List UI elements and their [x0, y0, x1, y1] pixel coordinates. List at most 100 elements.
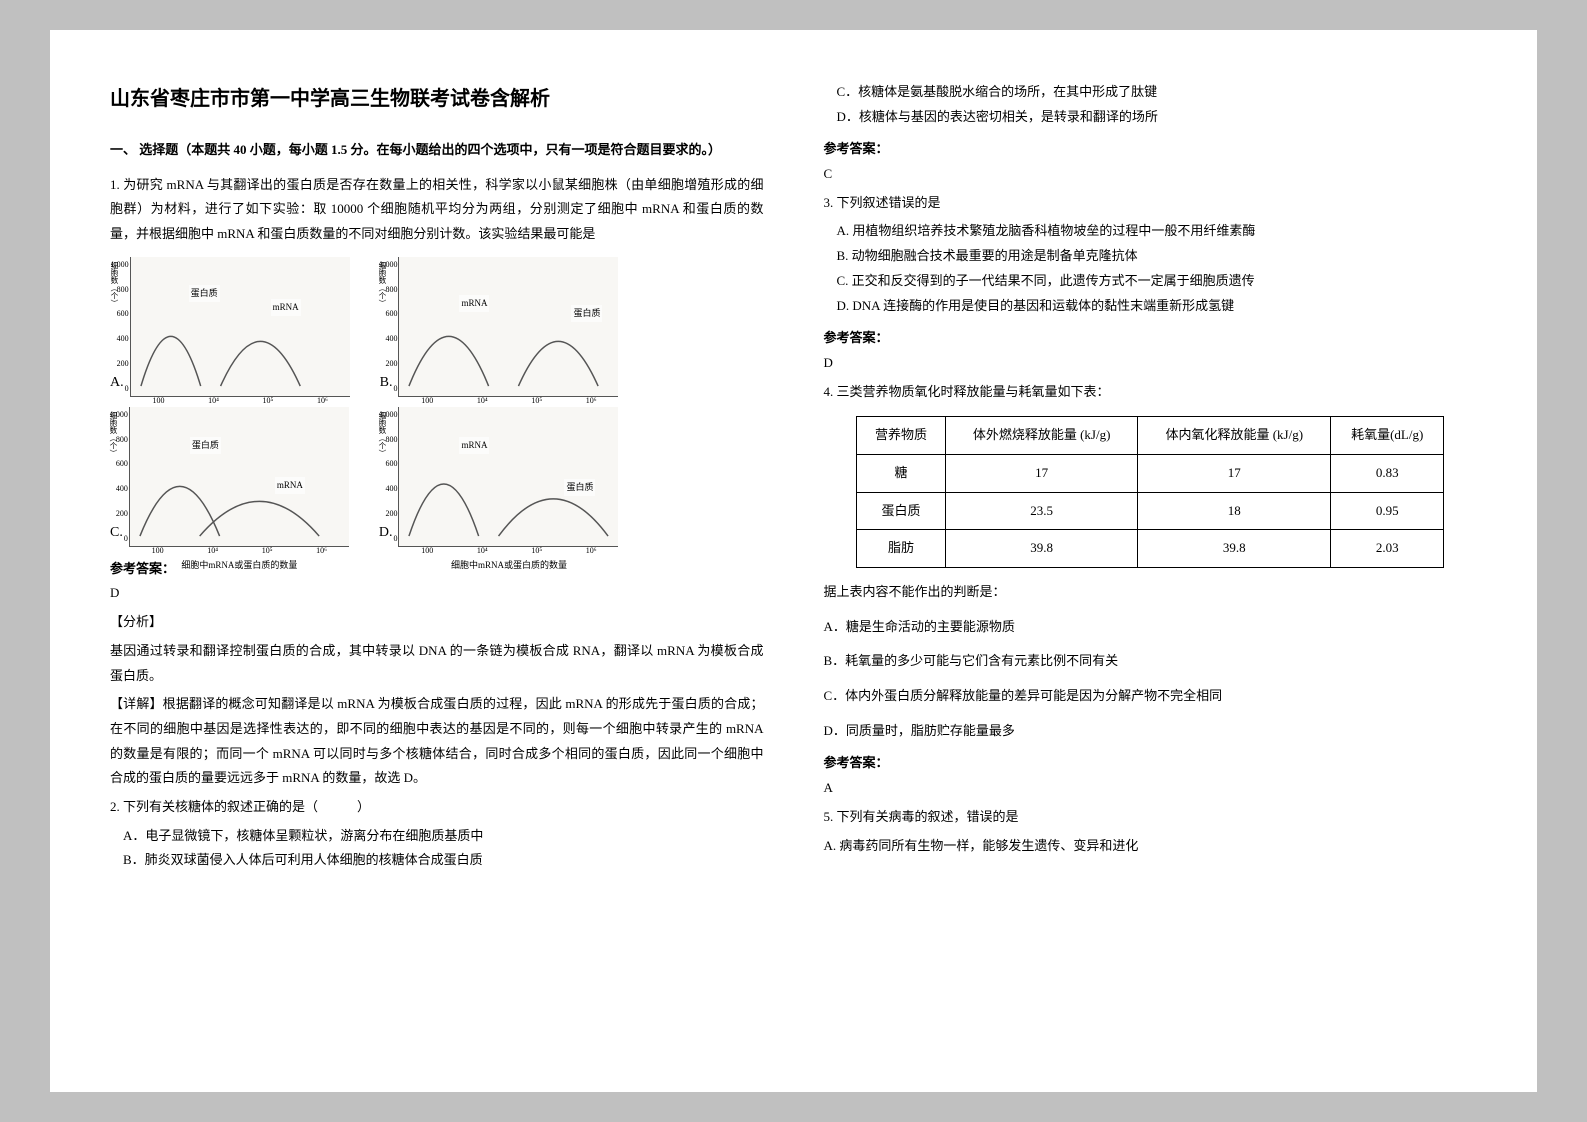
- xtick: 10⁶: [586, 543, 597, 558]
- chart-d-yticks: 1,000 800 600 400 200 0: [377, 407, 397, 546]
- q4-table: 营养物质 体外燃烧释放能量 (kJ/g) 体内氧化释放能量 (kJ/g) 耗氧量…: [856, 416, 1444, 568]
- chart-b-yticks: 1,000 800 600 400 200 0: [377, 257, 397, 396]
- td: 39.8: [1138, 530, 1331, 568]
- q4-stem: 4. 三类营养物质氧化时释放能量与耗氧量如下表：: [824, 380, 1478, 405]
- th: 耗氧量(dL/g): [1331, 417, 1444, 455]
- ytick: 200: [377, 506, 397, 521]
- ytick: 800: [377, 282, 397, 297]
- q4-c: C．体内外蛋白质分解释放能量的差异可能是因为分解产物不完全相同: [824, 684, 1478, 709]
- q4-d: D．同质量时，脂肪贮存能量最多: [824, 719, 1478, 744]
- xtick: 10⁶: [316, 543, 327, 558]
- ytick: 400: [108, 481, 128, 496]
- q5-a: A. 病毒药同所有生物一样，能够发生遗传、变异和进化: [824, 834, 1478, 859]
- xtick: 10⁴: [208, 393, 219, 408]
- ytick: 0: [377, 381, 397, 396]
- chart-b-svg: [399, 257, 618, 396]
- q3-stem: 3. 下列叙述错误的是: [824, 191, 1478, 216]
- chart-d: D. 细胞数（个） 1,000 800 600 400 200 0: [379, 407, 619, 547]
- chart-a-yticks: 1,000 800 600 400 200 0: [109, 257, 129, 396]
- chart-d-svg: [399, 407, 618, 546]
- q3-d: D. DNA 连接酶的作用是使目的基因和运载体的黏性末端重新形成氢键: [837, 294, 1478, 319]
- xtick: 100: [421, 393, 433, 408]
- ytick: 1,000: [109, 257, 129, 272]
- q4-a: A．糖是生命活动的主要能源物质: [824, 615, 1478, 640]
- ytick: 1,000: [377, 407, 397, 422]
- q5-stem: 5. 下列有关病毒的叙述，错误的是: [824, 805, 1478, 830]
- ytick: 600: [377, 306, 397, 321]
- td: 0.95: [1331, 492, 1444, 530]
- legend-mrna: mRNA: [459, 295, 489, 312]
- q1-analysis: 基因通过转录和翻译控制蛋白质的合成，其中转录以 DNA 的一条链为模板合成 RN…: [110, 639, 764, 688]
- ytick: 400: [377, 331, 397, 346]
- ytick: 800: [109, 282, 129, 297]
- td: 17: [945, 454, 1138, 492]
- chart-a-box: 细胞数（个） 1,000 800 600 400 200 0 蛋白质 mRN: [130, 257, 350, 397]
- ytick: 1,000: [108, 407, 128, 422]
- q2-stem: 2. 下列有关核糖体的叙述正确的是（ ）: [110, 795, 764, 820]
- chart-a-svg: [131, 257, 350, 396]
- q2-d: D．核糖体与基因的表达密切相关，是转录和翻译的场所: [837, 105, 1478, 130]
- legend-mrna: mRNA: [459, 437, 489, 454]
- xtick: 100: [152, 543, 164, 558]
- xtick: 10⁵: [263, 393, 274, 408]
- q3-answer: D: [824, 351, 1478, 376]
- left-column: 山东省枣庄市市第一中学高三生物联考试卷含解析 一、 选择题（本题共 40 小题，…: [110, 80, 764, 1042]
- td: 17: [1138, 454, 1331, 492]
- legend-mrna: mRNA: [271, 299, 301, 316]
- exam-page: 山东省枣庄市市第一中学高三生物联考试卷含解析 一、 选择题（本题共 40 小题，…: [50, 30, 1537, 1092]
- q2-answer-label: 参考答案：: [824, 137, 1478, 162]
- q1-answer: D: [110, 581, 764, 606]
- chart-c-xticks: 100 10⁴ 10⁵ 10⁶: [130, 543, 349, 558]
- xtick: 100: [152, 393, 164, 408]
- ytick: 600: [109, 306, 129, 321]
- q1-charts: A. 细胞数（个） 1,000 800 600 400 200 0: [110, 257, 764, 547]
- q3-c: C. 正交和反交得到的子一代结果不同，此遗传方式不一定属于细胞质遗传: [837, 269, 1478, 294]
- ytick: 200: [377, 356, 397, 371]
- chart-d-xticks: 100 10⁴ 10⁵ 10⁶: [399, 543, 618, 558]
- q4-b: B．耗氧量的多少可能与它们含有元素比例不同有关: [824, 649, 1478, 674]
- ytick: 0: [109, 381, 129, 396]
- q4-answer: A: [824, 776, 1478, 801]
- td: 2.03: [1331, 530, 1444, 568]
- chart-b: B. 细胞数（个） 1,000 800 600 400 200 0: [380, 257, 619, 397]
- th: 营养物质: [857, 417, 946, 455]
- td: 蛋白质: [857, 492, 946, 530]
- ytick: 0: [377, 531, 397, 546]
- section-1-head: 一、 选择题（本题共 40 小题，每小题 1.5 分。在每小题给出的四个选项中，…: [110, 138, 764, 163]
- legend-protein: 蛋白质: [190, 437, 221, 454]
- legend-protein: 蛋白质: [571, 305, 602, 322]
- table-header-row: 营养物质 体外燃烧释放能量 (kJ/g) 体内氧化释放能量 (kJ/g) 耗氧量…: [857, 417, 1444, 455]
- ytick: 1,000: [377, 257, 397, 272]
- td: 糖: [857, 454, 946, 492]
- xtick: 10⁴: [477, 543, 488, 558]
- xtick: 100: [421, 543, 433, 558]
- chart-c-yticks: 1,000 800 600 400 200 0: [108, 407, 128, 546]
- td: 18: [1138, 492, 1331, 530]
- ytick: 400: [109, 331, 129, 346]
- ytick: 800: [108, 432, 128, 447]
- xtick: 10⁴: [207, 543, 218, 558]
- q2-answer: C: [824, 162, 1478, 187]
- legend-protein: 蛋白质: [189, 285, 220, 302]
- chart-c-xlabel: 细胞中mRNA或蛋白质的数量: [130, 557, 349, 574]
- ytick: 200: [109, 356, 129, 371]
- xtick: 10⁴: [477, 393, 488, 408]
- chart-a: A. 细胞数（个） 1,000 800 600 400 200 0: [110, 257, 350, 397]
- legend-mrna: mRNA: [275, 477, 305, 494]
- q3-answer-label: 参考答案：: [824, 326, 1478, 351]
- q1-stem: 1. 为研究 mRNA 与其翻译出的蛋白质是否存在数量上的相关性，科学家以小鼠某…: [110, 173, 764, 247]
- chart-b-xticks: 100 10⁴ 10⁵ 10⁶: [399, 393, 618, 408]
- table-row: 蛋白质 23.5 18 0.95: [857, 492, 1444, 530]
- chart-c-box: 细胞数（个） 1,000 800 600 400 200 0 蛋白质 mRN: [129, 407, 349, 547]
- th: 体外燃烧释放能量 (kJ/g): [945, 417, 1138, 455]
- chart-b-box: 细胞数（个） 1,000 800 600 400 200 0 mRNA 蛋白: [398, 257, 618, 397]
- q4-after-table: 据上表内容不能作出的判断是：: [824, 580, 1478, 605]
- legend-protein: 蛋白质: [564, 479, 595, 496]
- ytick: 600: [377, 456, 397, 471]
- chart-c-svg: [130, 407, 349, 546]
- ytick: 800: [377, 432, 397, 447]
- chart-d-xlabel: 细胞中mRNA或蛋白质的数量: [399, 557, 618, 574]
- table-row: 脂肪 39.8 39.8 2.03: [857, 530, 1444, 568]
- td: 39.8: [945, 530, 1138, 568]
- xtick: 10⁶: [586, 393, 597, 408]
